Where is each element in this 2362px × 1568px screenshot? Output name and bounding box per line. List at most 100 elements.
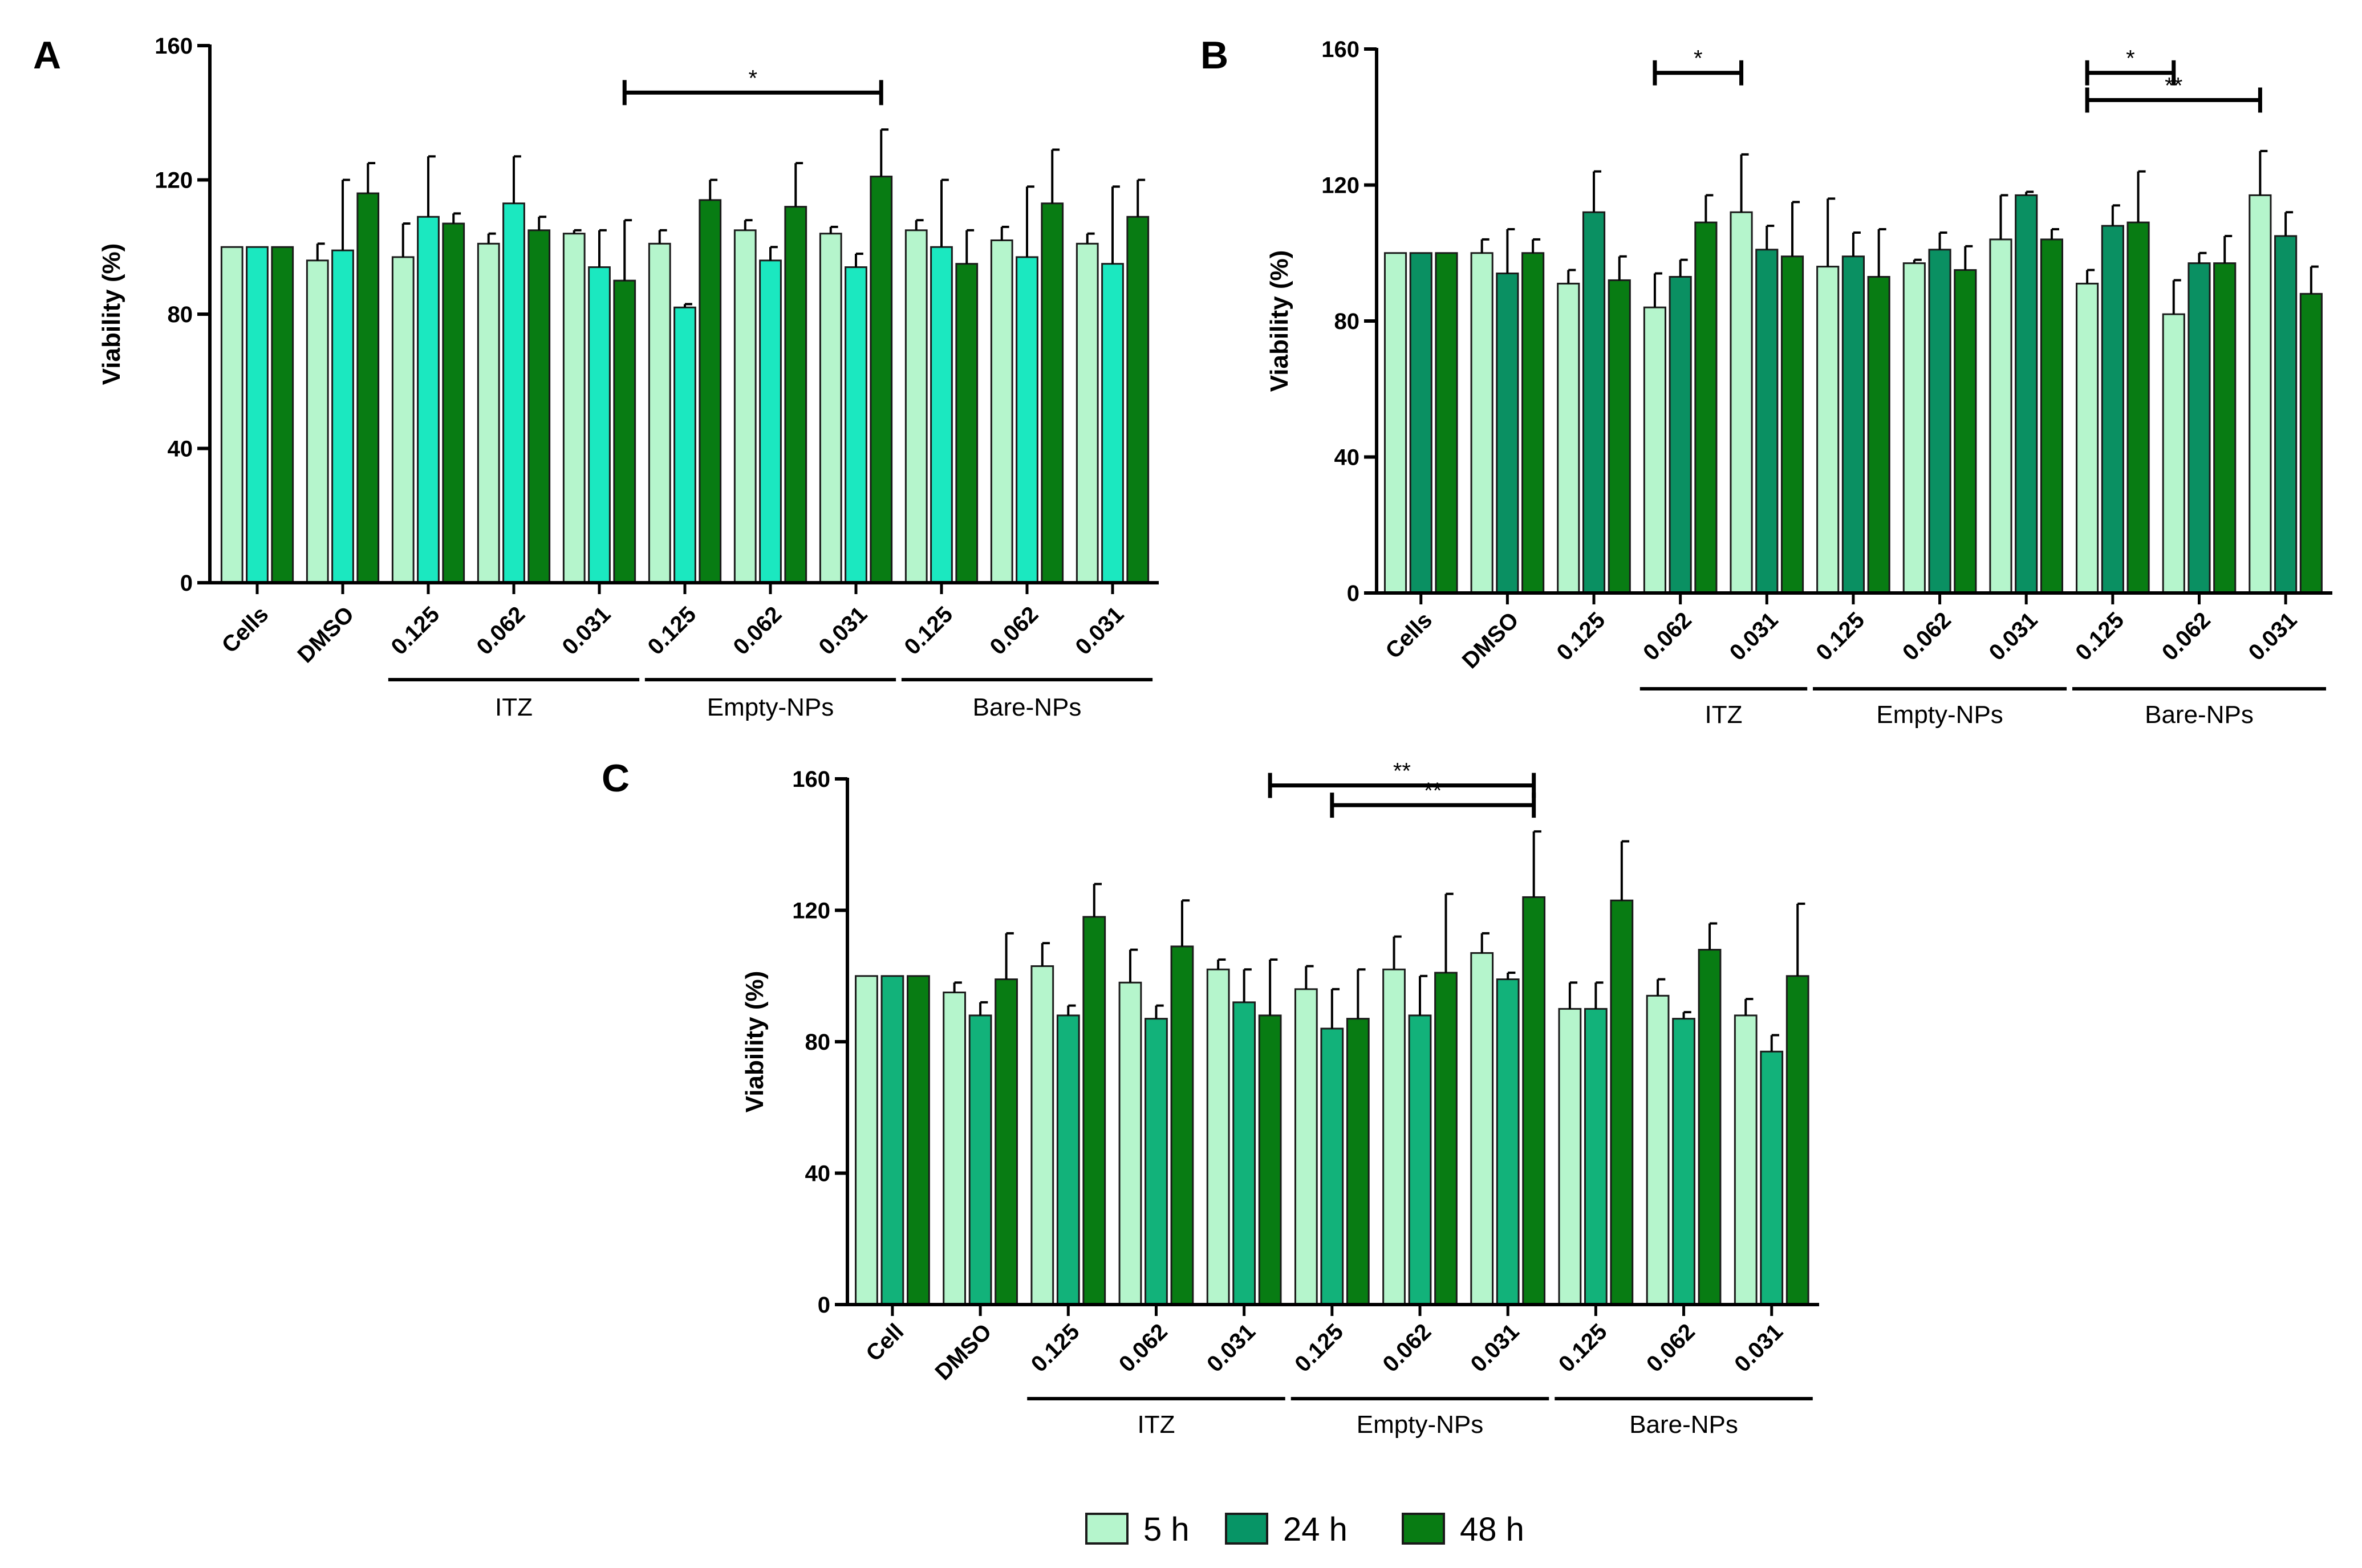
x-category-label: 0.062 bbox=[985, 602, 1043, 660]
x-category-label: 0.062 bbox=[2157, 607, 2215, 665]
bar-24h-8 bbox=[2101, 225, 2124, 594]
x-category-label: 0.125 bbox=[1811, 607, 1869, 665]
panel-label: C bbox=[602, 757, 630, 800]
group-label: Bare-NPs bbox=[2145, 701, 2254, 729]
bar-48h-10 bbox=[1785, 975, 1809, 1306]
legend: 5 h 24 h 48 h bbox=[1085, 1511, 1524, 1548]
panel-c: C Viability (%) 0 40 80 120 160 Cell DMSO 0.125 0.… bbox=[602, 757, 1819, 1439]
legend-label: 24 h bbox=[1283, 1511, 1348, 1548]
bar-5h-5 bbox=[1816, 266, 1840, 594]
bar-5h-8 bbox=[904, 229, 928, 584]
y-tick-label: 40 bbox=[805, 1161, 831, 1187]
bar-48h-7 bbox=[870, 176, 893, 584]
x-category-label: 0.125 bbox=[1026, 1319, 1085, 1377]
legend-label: 48 h bbox=[1460, 1511, 1524, 1548]
y-tick-label: 0 bbox=[1347, 581, 1359, 606]
bar-48h-9 bbox=[1698, 949, 1722, 1306]
x-category-label: Cells bbox=[217, 602, 274, 658]
bar-24h-4 bbox=[1755, 249, 1779, 594]
bar-24h-2 bbox=[1056, 1014, 1080, 1306]
bar-48h-10 bbox=[1126, 216, 1150, 584]
bar-24h-9 bbox=[2188, 262, 2211, 594]
bar-24h-7 bbox=[2015, 194, 2038, 594]
bar-48h-4 bbox=[1258, 1014, 1282, 1306]
x-category-label: 0.125 bbox=[899, 602, 957, 660]
bar-48h-0 bbox=[907, 975, 930, 1306]
significance-label: * bbox=[748, 66, 757, 91]
bar-48h-6 bbox=[1434, 972, 1458, 1306]
x-category-label: 0.062 bbox=[1114, 1319, 1172, 1377]
bar-48h-2 bbox=[1082, 916, 1106, 1306]
y-tick-label: 160 bbox=[155, 34, 193, 59]
x-category-label: 0.125 bbox=[386, 602, 444, 660]
bar-5h-9 bbox=[990, 239, 1013, 584]
bar-24h-1 bbox=[968, 1014, 992, 1306]
panel-label: A bbox=[33, 34, 61, 77]
bar-24h-5 bbox=[1841, 255, 1865, 594]
bar-5h-10 bbox=[1734, 1014, 1758, 1306]
legend-swatch bbox=[1225, 1513, 1268, 1545]
x-category-label: 0.125 bbox=[2071, 607, 2129, 665]
bar-5h-9 bbox=[2162, 313, 2185, 594]
x-category-label: 0.125 bbox=[1552, 607, 1610, 665]
bar-24h-3 bbox=[1145, 1018, 1168, 1306]
bar-5h-7 bbox=[1470, 952, 1494, 1306]
panel-a: A Viability (%) 0 40 80 120 160 Cells DMSO 0.125 0… bbox=[33, 34, 1159, 721]
x-category-label: DMSO bbox=[1458, 607, 1524, 673]
bar-48h-4 bbox=[613, 279, 636, 584]
significance-label: ** bbox=[1424, 778, 1442, 803]
legend-swatch bbox=[1085, 1513, 1129, 1545]
bar-5h-0 bbox=[1383, 252, 1407, 594]
bar-5h-1 bbox=[943, 992, 967, 1306]
legend-swatch bbox=[1402, 1513, 1445, 1545]
x-category-label: 0.031 bbox=[557, 602, 615, 660]
bar-24h-6 bbox=[759, 259, 782, 584]
x-category-label: Cell bbox=[861, 1319, 908, 1366]
bar-48h-8 bbox=[1610, 899, 1634, 1306]
y-axis-title: Viability (%) bbox=[1265, 250, 1293, 392]
bar-5h-1 bbox=[1470, 252, 1494, 594]
x-category-label: 0.031 bbox=[1202, 1319, 1260, 1377]
group-label: ITZ bbox=[495, 693, 533, 721]
y-tick-label: 80 bbox=[168, 302, 193, 327]
x-category-label: 0.062 bbox=[1638, 607, 1697, 665]
bar-24h-5 bbox=[673, 306, 696, 584]
x-category-label: 0.062 bbox=[728, 602, 786, 660]
x-category-label: 0.031 bbox=[1466, 1319, 1524, 1377]
group-label: ITZ bbox=[1137, 1411, 1175, 1439]
bar-5h-7 bbox=[1989, 238, 2012, 594]
bar-5h-5 bbox=[1294, 988, 1318, 1306]
bar-48h-3 bbox=[527, 229, 551, 584]
x-category-label: 0.062 bbox=[1642, 1319, 1700, 1377]
bar-5h-1 bbox=[306, 259, 329, 584]
y-tick-label: 120 bbox=[792, 899, 830, 924]
bar-5h-2 bbox=[1557, 282, 1580, 594]
bar-24h-7 bbox=[1496, 978, 1520, 1306]
bar-5h-6 bbox=[1382, 968, 1406, 1306]
bar-5h-6 bbox=[733, 229, 757, 584]
bar-48h-8 bbox=[955, 263, 979, 584]
bar-5h-2 bbox=[391, 256, 415, 584]
x-category-label: 0.031 bbox=[814, 602, 872, 660]
bar-24h-10 bbox=[1101, 263, 1124, 584]
bar-24h-8 bbox=[1584, 1008, 1608, 1306]
bar-5h-10 bbox=[1076, 242, 1099, 584]
bar-5h-4 bbox=[1730, 211, 1753, 594]
x-category-label: 0.031 bbox=[1984, 607, 2043, 665]
bar-24h-0 bbox=[880, 975, 904, 1306]
group-label: Empty-NPs bbox=[707, 693, 834, 721]
bar-5h-2 bbox=[1030, 965, 1054, 1306]
y-tick-label: 120 bbox=[1321, 173, 1359, 198]
bar-5h-3 bbox=[1643, 306, 1667, 594]
panel-b: B Viability (%) 0 40 80 120 160 Cells DMSO 0.125 0… bbox=[1200, 34, 2332, 729]
bar-48h-5 bbox=[699, 199, 722, 584]
x-category-label: 0.031 bbox=[1070, 602, 1129, 660]
x-category-label: 0.062 bbox=[1378, 1319, 1436, 1377]
y-tick-label: 80 bbox=[1334, 309, 1360, 334]
group-label: Empty-NPs bbox=[1357, 1411, 1483, 1439]
legend-label: 5 h bbox=[1143, 1511, 1190, 1548]
bar-24h-6 bbox=[1928, 249, 1951, 594]
bar-5h-8 bbox=[2076, 282, 2099, 594]
bar-48h-7 bbox=[2040, 238, 2064, 594]
x-category-label: 0.062 bbox=[1898, 607, 1956, 665]
